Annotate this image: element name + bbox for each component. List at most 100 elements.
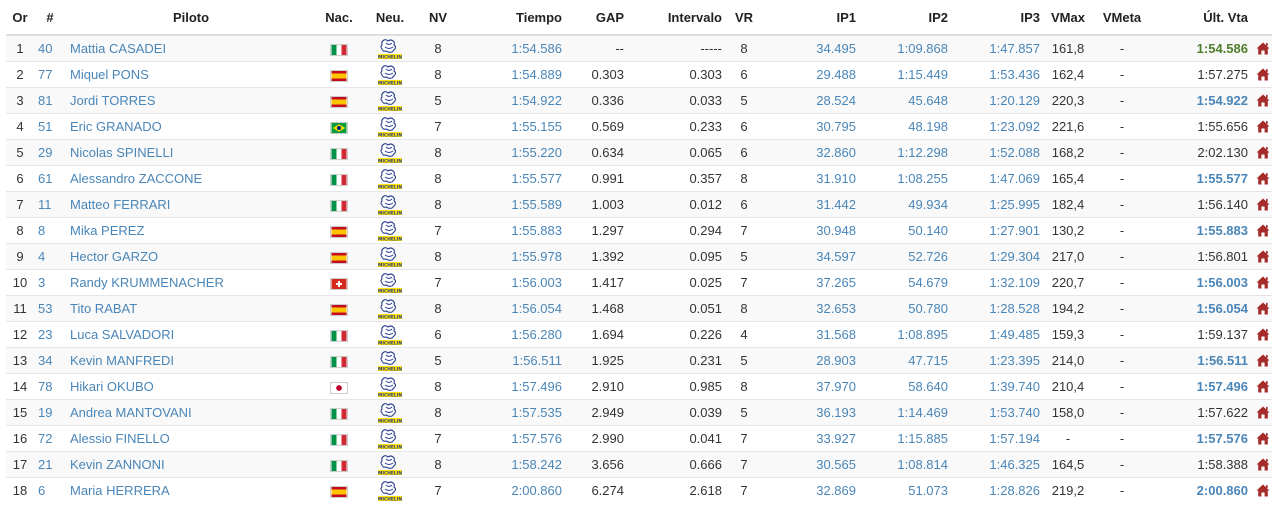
rider-name-link[interactable]: Nicolas SPINELLI — [66, 139, 316, 166]
sector-1-time[interactable]: 34.495 — [762, 34, 860, 62]
sector-1-time[interactable]: 34.597 — [762, 243, 860, 270]
rider-number-link[interactable]: 34 — [34, 347, 66, 374]
rider-number-link[interactable]: 40 — [34, 34, 66, 62]
sector-1-time[interactable]: 32.860 — [762, 139, 860, 166]
best-time[interactable]: 1:54.889 — [458, 61, 566, 88]
sector-2-time[interactable]: 1:08.255 — [860, 165, 952, 192]
rider-name-link[interactable]: Hector GARZO — [66, 243, 316, 270]
sector-2-time[interactable]: 50.780 — [860, 295, 952, 322]
sector-2-time[interactable]: 1:09.868 — [860, 34, 952, 62]
sector-1-time[interactable]: 36.193 — [762, 399, 860, 426]
home-icon[interactable] — [1252, 113, 1272, 140]
rider-number-link[interactable]: 53 — [34, 295, 66, 322]
sector-3-time[interactable]: 1:23.395 — [952, 347, 1044, 374]
best-time[interactable]: 1:55.155 — [458, 113, 566, 140]
rider-number-link[interactable]: 61 — [34, 165, 66, 192]
rider-number-link[interactable]: 8 — [34, 217, 66, 244]
sector-3-time[interactable]: 1:27.901 — [952, 217, 1044, 244]
home-icon[interactable] — [1252, 477, 1272, 503]
sector-2-time[interactable]: 51.073 — [860, 477, 952, 503]
home-icon[interactable] — [1252, 61, 1272, 88]
sector-2-time[interactable]: 45.648 — [860, 87, 952, 114]
home-icon[interactable] — [1252, 269, 1272, 296]
rider-name-link[interactable]: Mika PEREZ — [66, 217, 316, 244]
sector-1-time[interactable]: 37.970 — [762, 373, 860, 400]
home-icon[interactable] — [1252, 295, 1272, 322]
sector-1-time[interactable]: 31.442 — [762, 191, 860, 218]
sector-1-time[interactable]: 32.869 — [762, 477, 860, 503]
rider-name-link[interactable]: Maria HERRERA — [66, 477, 316, 503]
rider-name-link[interactable]: Eric GRANADO — [66, 113, 316, 140]
sector-3-time[interactable]: 1:28.528 — [952, 295, 1044, 322]
sector-1-time[interactable]: 30.565 — [762, 451, 860, 478]
sector-1-time[interactable]: 31.910 — [762, 165, 860, 192]
sector-2-time[interactable]: 1:14.469 — [860, 399, 952, 426]
sector-3-time[interactable]: 1:46.325 — [952, 451, 1044, 478]
sector-1-time[interactable]: 28.524 — [762, 87, 860, 114]
sector-2-time[interactable]: 1:08.814 — [860, 451, 952, 478]
rider-number-link[interactable]: 6 — [34, 477, 66, 503]
rider-name-link[interactable]: Kevin MANFREDI — [66, 347, 316, 374]
best-time[interactable]: 1:58.242 — [458, 451, 566, 478]
sector-2-time[interactable]: 1:08.895 — [860, 321, 952, 348]
home-icon[interactable] — [1252, 451, 1272, 478]
rider-name-link[interactable]: Alessandro ZACCONE — [66, 165, 316, 192]
rider-number-link[interactable]: 51 — [34, 113, 66, 140]
sector-2-time[interactable]: 58.640 — [860, 373, 952, 400]
sector-1-time[interactable]: 30.948 — [762, 217, 860, 244]
sector-3-time[interactable]: 1:20.129 — [952, 87, 1044, 114]
best-time[interactable]: 1:55.577 — [458, 165, 566, 192]
home-icon[interactable] — [1252, 87, 1272, 114]
home-icon[interactable] — [1252, 165, 1272, 192]
sector-3-time[interactable]: 1:52.088 — [952, 139, 1044, 166]
sector-3-time[interactable]: 1:47.857 — [952, 34, 1044, 62]
sector-1-time[interactable]: 30.795 — [762, 113, 860, 140]
rider-name-link[interactable]: Randy KRUMMENACHER — [66, 269, 316, 296]
sector-3-time[interactable]: 1:53.740 — [952, 399, 1044, 426]
rider-number-link[interactable]: 3 — [34, 269, 66, 296]
sector-3-time[interactable]: 1:25.995 — [952, 191, 1044, 218]
sector-1-time[interactable]: 32.653 — [762, 295, 860, 322]
home-icon[interactable] — [1252, 34, 1272, 62]
sector-3-time[interactable]: 1:47.069 — [952, 165, 1044, 192]
sector-1-time[interactable]: 28.903 — [762, 347, 860, 374]
sector-2-time[interactable]: 50.140 — [860, 217, 952, 244]
rider-name-link[interactable]: Hikari OKUBO — [66, 373, 316, 400]
best-time[interactable]: 1:55.883 — [458, 217, 566, 244]
sector-3-time[interactable]: 1:39.740 — [952, 373, 1044, 400]
home-icon[interactable] — [1252, 321, 1272, 348]
sector-3-time[interactable]: 1:23.092 — [952, 113, 1044, 140]
rider-name-link[interactable]: Tito RABAT — [66, 295, 316, 322]
best-time[interactable]: 1:55.589 — [458, 191, 566, 218]
rider-name-link[interactable]: Alessio FINELLO — [66, 425, 316, 452]
sector-2-time[interactable]: 47.715 — [860, 347, 952, 374]
best-time[interactable]: 1:54.586 — [458, 34, 566, 62]
sector-2-time[interactable]: 1:15.449 — [860, 61, 952, 88]
rider-number-link[interactable]: 78 — [34, 373, 66, 400]
rider-number-link[interactable]: 23 — [34, 321, 66, 348]
rider-name-link[interactable]: Mattia CASADEI — [66, 34, 316, 62]
home-icon[interactable] — [1252, 191, 1272, 218]
best-time[interactable]: 1:56.511 — [458, 347, 566, 374]
rider-name-link[interactable]: Miquel PONS — [66, 61, 316, 88]
sector-3-time[interactable]: 1:28.826 — [952, 477, 1044, 503]
rider-number-link[interactable]: 77 — [34, 61, 66, 88]
sector-1-time[interactable]: 33.927 — [762, 425, 860, 452]
sector-1-time[interactable]: 29.488 — [762, 61, 860, 88]
rider-name-link[interactable]: Kevin ZANNONI — [66, 451, 316, 478]
rider-number-link[interactable]: 4 — [34, 243, 66, 270]
best-time[interactable]: 1:55.220 — [458, 139, 566, 166]
best-time[interactable]: 1:55.978 — [458, 243, 566, 270]
sector-3-time[interactable]: 1:57.194 — [952, 425, 1044, 452]
rider-name-link[interactable]: Matteo FERRARI — [66, 191, 316, 218]
sector-2-time[interactable]: 49.934 — [860, 191, 952, 218]
rider-name-link[interactable]: Andrea MANTOVANI — [66, 399, 316, 426]
best-time[interactable]: 1:54.922 — [458, 87, 566, 114]
rider-number-link[interactable]: 21 — [34, 451, 66, 478]
best-time[interactable]: 1:57.535 — [458, 399, 566, 426]
home-icon[interactable] — [1252, 347, 1272, 374]
sector-2-time[interactable]: 1:15.885 — [860, 425, 952, 452]
home-icon[interactable] — [1252, 217, 1272, 244]
home-icon[interactable] — [1252, 399, 1272, 426]
home-icon[interactable] — [1252, 373, 1272, 400]
